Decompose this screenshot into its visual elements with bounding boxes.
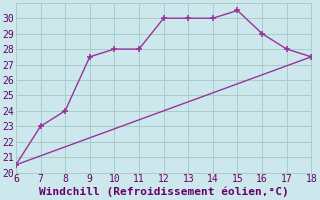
X-axis label: Windchill (Refroidissement éolien,°C): Windchill (Refroidissement éolien,°C) <box>39 187 289 197</box>
